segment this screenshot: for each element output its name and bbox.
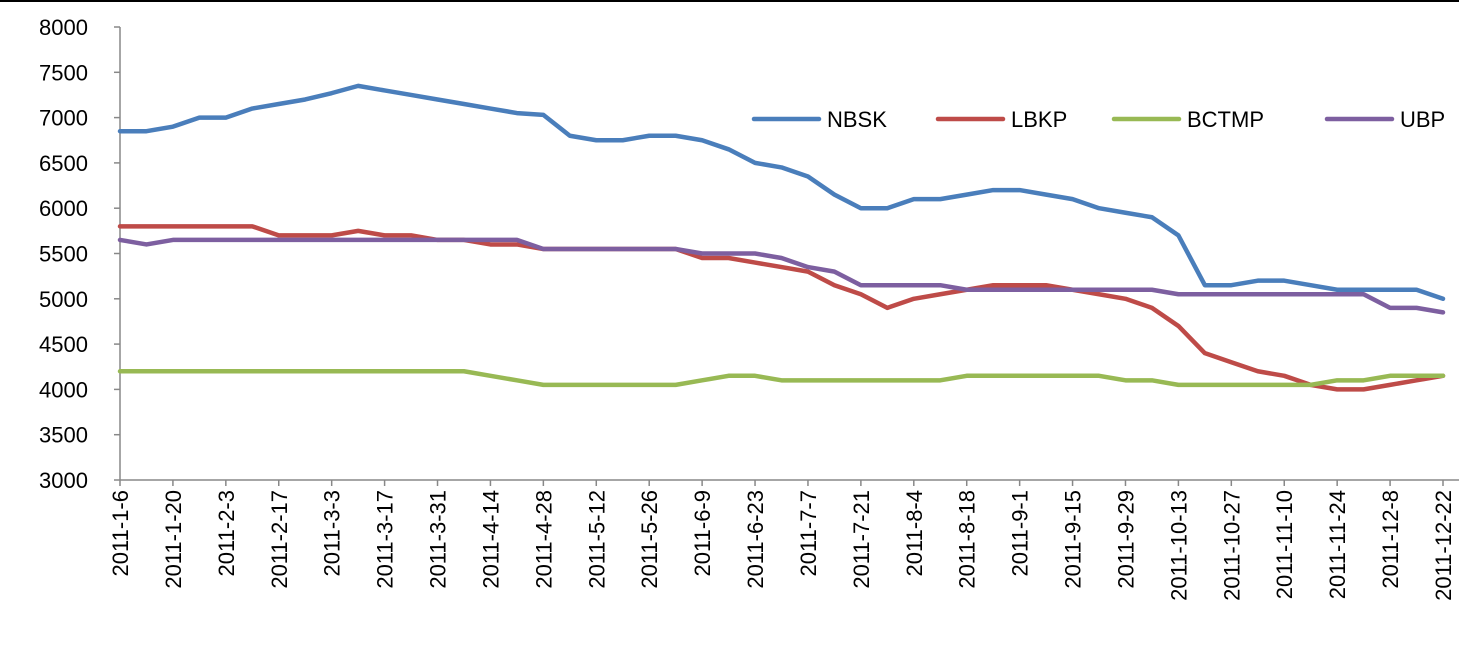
x-tick-label: 2011-11-24: [1325, 490, 1350, 599]
y-tick-label: 5000: [39, 287, 88, 312]
x-tick-label: 2011-5-12: [584, 490, 609, 589]
series-line: [117, 83, 1446, 302]
x-tick-label: 2011-9-1: [1008, 490, 1033, 576]
y-tick-label: 6500: [39, 151, 88, 176]
x-tick-label: 2011-7-7: [796, 490, 821, 576]
x-tick-label: 2011-12-22: [1431, 490, 1456, 601]
x-tick-label: 2011-8-4: [902, 490, 927, 576]
x-tick-label: 2011-2-17: [267, 490, 292, 589]
x-tick-label: 2011-6-9: [690, 490, 715, 576]
legend-label: LBKP: [1011, 107, 1067, 132]
x-tick-label: 2011-4-14: [478, 490, 503, 589]
y-tick-label: 3000: [39, 468, 88, 493]
y-tick-label: 4000: [39, 377, 88, 402]
x-tick-label: 2011-12-8: [1378, 490, 1403, 589]
y-tick-label: 5500: [39, 242, 88, 267]
x-tick-label: 2011-5-26: [637, 490, 662, 589]
legend-label: NBSK: [827, 107, 887, 132]
series-line: [117, 369, 1446, 388]
x-tick-label: 2011-11-10: [1272, 490, 1297, 599]
x-tick-label: 2011-4-28: [531, 490, 556, 589]
y-tick-label: 7000: [39, 106, 88, 131]
x-tick-label: 2011-1-6: [108, 490, 133, 576]
x-tick-label: 2011-3-31: [426, 490, 451, 589]
x-tick-label: 2011-9-29: [1113, 490, 1138, 589]
legend-label: BCTMP: [1187, 107, 1264, 132]
series-line: [117, 237, 1446, 315]
x-tick-label: 2011-8-18: [955, 490, 980, 589]
x-tick-label: 2011-9-15: [1061, 490, 1086, 589]
x-tick-label: 2011-10-13: [1166, 490, 1191, 601]
x-tick-label: 2011-10-27: [1219, 490, 1244, 601]
x-tick-label: 2011-3-17: [373, 490, 398, 589]
y-tick-label: 6000: [39, 196, 88, 221]
x-tick-label: 2011-3-3: [320, 490, 345, 576]
x-tick-label: 2011-7-21: [849, 490, 874, 589]
y-tick-label: 8000: [39, 15, 88, 40]
x-tick-label: 2011-2-3: [214, 490, 239, 576]
series-line: [117, 224, 1446, 392]
y-tick-label: 3500: [39, 423, 88, 448]
legend-label: UBP: [1400, 107, 1445, 132]
y-tick-label: 7500: [39, 60, 88, 85]
x-tick-label: 2011-6-23: [743, 490, 768, 589]
x-tick-label: 2011-1-20: [161, 490, 186, 589]
y-tick-label: 4500: [39, 332, 88, 357]
